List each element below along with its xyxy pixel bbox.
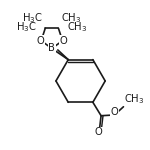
Text: O: O bbox=[59, 36, 67, 46]
Text: O: O bbox=[111, 107, 118, 117]
Text: CH$_3$: CH$_3$ bbox=[124, 92, 145, 106]
Text: H$_3$C: H$_3$C bbox=[16, 20, 37, 34]
Text: B: B bbox=[48, 44, 55, 53]
Text: O: O bbox=[37, 36, 44, 46]
Text: CH$_3$: CH$_3$ bbox=[67, 20, 87, 34]
Text: H$_3$C: H$_3$C bbox=[22, 12, 43, 25]
Text: CH$_3$: CH$_3$ bbox=[61, 12, 81, 25]
Text: O: O bbox=[95, 127, 103, 137]
